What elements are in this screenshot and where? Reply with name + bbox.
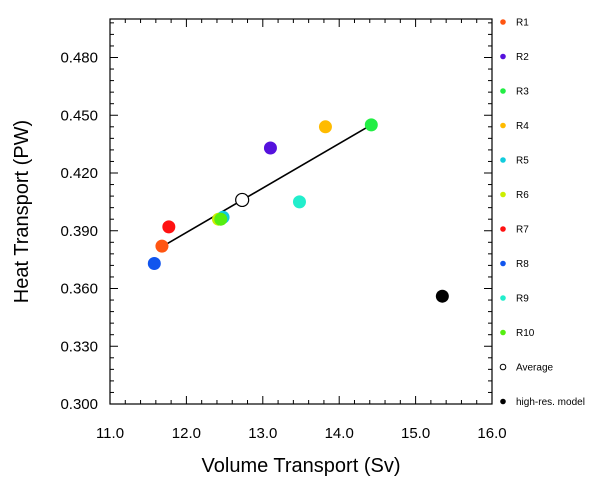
legend-marker bbox=[500, 53, 506, 60]
legend-marker bbox=[500, 122, 506, 129]
y-tick-label: 0.420 bbox=[60, 165, 98, 182]
legend-label: R2 bbox=[516, 52, 529, 63]
y-axis-title: Heat Transport (PW) bbox=[11, 120, 33, 303]
legend-label: R5 bbox=[516, 156, 529, 167]
legend-marker bbox=[500, 88, 506, 94]
x-tick-label: 13.0 bbox=[248, 425, 277, 442]
legend-label: R6 bbox=[516, 190, 529, 201]
x-tick-label: 15.0 bbox=[401, 425, 430, 442]
legend-label: Average bbox=[516, 363, 554, 374]
point-r7 bbox=[162, 220, 176, 234]
fit-line-layer bbox=[159, 124, 372, 249]
legend-label: R9 bbox=[516, 294, 529, 305]
legend-marker bbox=[500, 157, 506, 163]
y-tick-label: 0.300 bbox=[60, 396, 98, 413]
point-average bbox=[235, 192, 250, 208]
y-tick-label: 0.450 bbox=[60, 107, 98, 124]
point-r10 bbox=[214, 212, 228, 226]
legend: R1 R2 R3 R4 R5 R6 R7 R8 R9 R10 Average high-res. mo… bbox=[499, 18, 585, 408]
legend-marker bbox=[500, 191, 506, 198]
point-r3 bbox=[364, 118, 378, 132]
y-tick-label: 0.330 bbox=[60, 338, 98, 355]
fit-line bbox=[159, 124, 372, 249]
x-tick-label: 14.0 bbox=[325, 425, 354, 442]
x-tick-label: 16.0 bbox=[477, 425, 506, 442]
y-tick-label: 0.360 bbox=[60, 281, 98, 298]
point-r9 bbox=[292, 195, 306, 209]
y-tick-label: 0.480 bbox=[60, 50, 98, 67]
legend-marker bbox=[500, 398, 506, 405]
legend-label: R1 bbox=[516, 18, 529, 29]
y-tick-label: 0.390 bbox=[60, 223, 98, 240]
x-tick-label: 11.0 bbox=[96, 425, 124, 442]
legend-marker bbox=[500, 19, 506, 25]
point-r4 bbox=[318, 120, 332, 134]
legend-label: R7 bbox=[516, 225, 529, 236]
legend-marker bbox=[500, 226, 506, 232]
axes-layer: 11.0 12.0 13.0 14.0 15.0 16.0 0.300 0.330 0.360 0… bbox=[60, 18, 507, 442]
point-r8 bbox=[147, 256, 161, 270]
point-high-res-model bbox=[435, 289, 449, 303]
legend-marker bbox=[500, 295, 506, 301]
legend-label: high-res. model bbox=[516, 397, 585, 408]
points-layer bbox=[147, 118, 449, 303]
x-axis-title: Volume Transport (Sv) bbox=[202, 455, 401, 477]
point-r2 bbox=[263, 141, 277, 155]
legend-label: R4 bbox=[516, 121, 529, 132]
legend-label: R3 bbox=[516, 87, 529, 98]
x-tick-label: 12.0 bbox=[172, 425, 201, 442]
plot-frame bbox=[109, 18, 493, 405]
point-r1 bbox=[155, 239, 169, 253]
legend-marker bbox=[500, 260, 506, 267]
legend-marker bbox=[499, 363, 507, 371]
legend-label: R10 bbox=[516, 328, 535, 339]
legend-marker bbox=[500, 329, 506, 336]
legend-label: R8 bbox=[516, 259, 529, 270]
